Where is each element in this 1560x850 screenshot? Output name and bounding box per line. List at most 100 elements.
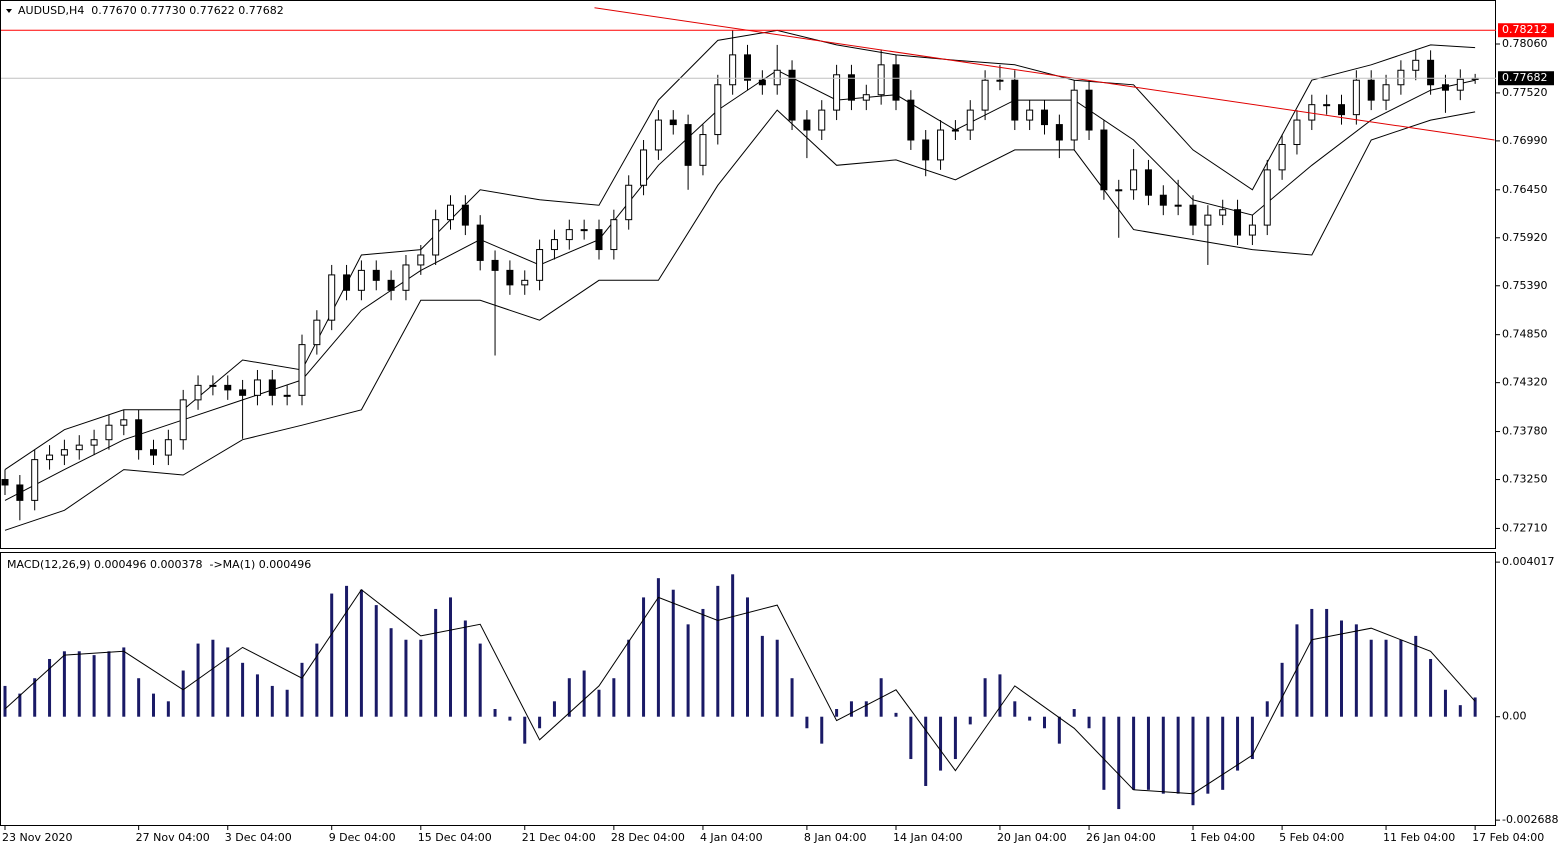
candle-body xyxy=(595,229,603,251)
macd-bar xyxy=(998,674,1002,717)
candle-body xyxy=(90,439,98,446)
candle-body xyxy=(328,274,336,321)
x-tick-label: 28 Dec 04:00 xyxy=(611,831,685,844)
candle-body xyxy=(1159,194,1167,206)
macd-bar xyxy=(463,620,467,717)
macd-bar xyxy=(746,597,749,717)
candle-body xyxy=(46,454,54,461)
candle-body xyxy=(699,134,707,166)
candle-body xyxy=(1011,79,1019,121)
candle-body xyxy=(298,344,306,396)
y-tick-label: 0.74320 xyxy=(1502,376,1548,389)
macd-bar xyxy=(107,651,111,717)
candle-body xyxy=(684,124,692,166)
macd-bar xyxy=(1087,716,1091,729)
candle-body xyxy=(16,484,24,501)
macd-bar xyxy=(968,716,972,725)
candle-body xyxy=(565,229,573,241)
macd-bar xyxy=(1265,701,1269,717)
candle-body xyxy=(1100,129,1108,191)
candle-body xyxy=(1219,209,1227,216)
candle-body xyxy=(773,69,781,86)
candle-body xyxy=(194,384,202,401)
candle-body xyxy=(550,239,558,251)
price-label-box xyxy=(1498,71,1554,86)
macd-bar xyxy=(1340,620,1343,717)
x-tick-label: 11 Feb 04:00 xyxy=(1383,831,1455,844)
macd-bar xyxy=(939,716,943,771)
macd-bar xyxy=(760,635,764,717)
candle-body xyxy=(150,449,157,456)
macd-bar xyxy=(359,589,363,717)
candle-body xyxy=(224,384,232,391)
menu-arrow[interactable] xyxy=(6,9,12,13)
bollinger-band xyxy=(4,29,1476,471)
macd-bar xyxy=(1221,716,1225,790)
candle-body xyxy=(1055,124,1063,141)
price-label: 0.78212 xyxy=(1502,23,1548,36)
candle-body xyxy=(75,444,83,451)
macd-bar xyxy=(790,678,794,717)
macd-bar xyxy=(419,639,423,717)
macd-bar xyxy=(582,670,586,717)
macd-bar xyxy=(285,689,289,717)
macd-bar xyxy=(48,658,52,717)
candle-body xyxy=(803,119,811,131)
candle-body xyxy=(625,184,633,221)
candle-body xyxy=(506,269,514,286)
candle-body xyxy=(60,449,68,456)
macd-bar xyxy=(597,689,601,717)
macd-bar xyxy=(1310,608,1314,717)
macd-bar xyxy=(434,608,438,717)
macd-bar xyxy=(1043,716,1046,729)
candle-body xyxy=(1189,204,1197,226)
macd-bar xyxy=(449,597,452,717)
macd-bar xyxy=(1429,658,1433,717)
macd-bar xyxy=(1236,716,1240,771)
macd-bar xyxy=(552,701,556,717)
candle-body xyxy=(283,394,291,397)
candle-body xyxy=(1085,89,1093,131)
x-tick-label: 14 Jan 04:00 xyxy=(893,831,963,844)
x-tick-label: 20 Jan 04:00 xyxy=(997,831,1067,844)
macd-bar xyxy=(493,709,497,717)
candle-body xyxy=(1412,59,1420,71)
macd-bar xyxy=(1191,716,1195,806)
candle-body xyxy=(951,129,959,132)
macd-bar xyxy=(820,716,824,744)
candle-body xyxy=(758,79,766,86)
candle-body xyxy=(1174,204,1182,207)
macd-bar xyxy=(345,585,349,717)
candle-body xyxy=(1456,78,1464,91)
candle-body xyxy=(907,99,915,141)
macd-bar xyxy=(656,578,660,717)
candle-body xyxy=(179,399,187,441)
x-tick-label: 26 Jan 04:00 xyxy=(1086,831,1156,844)
chart-title: AUDUSD,H4 0.77670 0.77730 0.77622 0.7768… xyxy=(18,4,284,17)
x-tick-label: 9 Dec 04:00 xyxy=(329,831,396,844)
macd-bar xyxy=(1354,624,1358,717)
macd-bar xyxy=(953,716,957,760)
macd-bar xyxy=(1295,624,1299,717)
macd-bar xyxy=(122,647,126,717)
y-tick-label: 0.77520 xyxy=(1502,86,1548,99)
candle-body xyxy=(1041,109,1048,126)
bollinger-band xyxy=(4,109,1476,531)
candle-body xyxy=(1278,144,1286,171)
y-tick-label: 0.00 xyxy=(1502,710,1527,723)
macd-bar xyxy=(374,605,378,717)
macd-bar xyxy=(1473,697,1477,717)
candle-body xyxy=(892,64,900,101)
candle-body xyxy=(461,204,469,226)
macd-bar xyxy=(567,678,571,717)
macd-bar xyxy=(62,651,66,717)
candle-body xyxy=(253,379,261,396)
candle-body xyxy=(922,139,930,161)
macd-bar xyxy=(731,574,735,717)
macd-bar xyxy=(92,655,96,717)
candle-body xyxy=(239,389,247,396)
macd-bar xyxy=(523,716,527,744)
y-tick-label: -0.002688 xyxy=(1502,813,1558,826)
x-tick-label: 4 Jan 04:00 xyxy=(700,831,763,844)
macd-bar xyxy=(300,662,304,717)
